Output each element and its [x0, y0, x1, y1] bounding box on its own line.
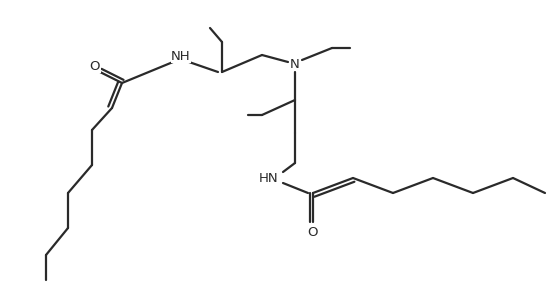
Text: O: O — [308, 225, 318, 239]
Text: HN: HN — [258, 172, 278, 184]
Text: O: O — [90, 60, 100, 72]
Text: NH: NH — [171, 50, 191, 62]
Text: N: N — [290, 58, 300, 70]
